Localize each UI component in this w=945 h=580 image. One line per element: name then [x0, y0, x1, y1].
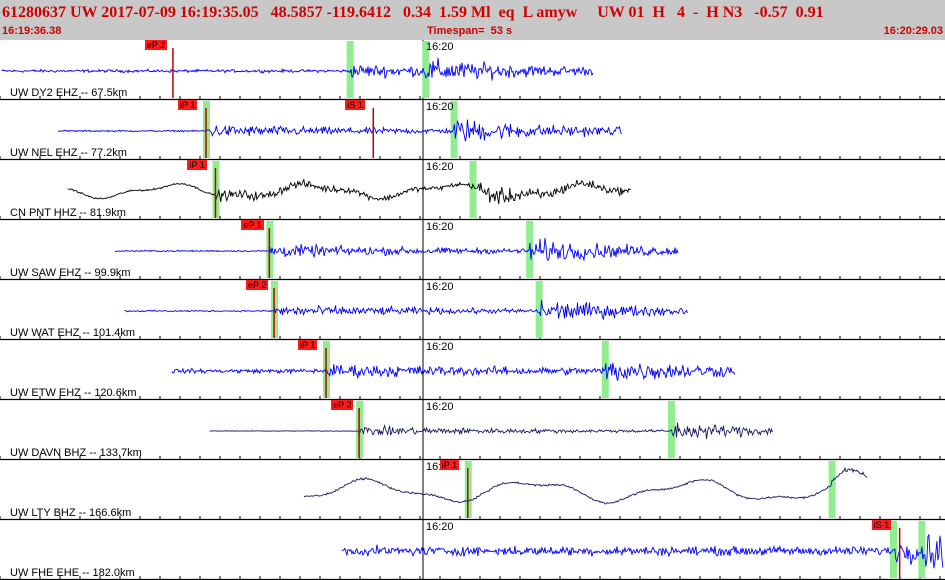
channel-label: UW FHE EHE -- 182.0km [10, 567, 135, 579]
waveform-trace [58, 119, 622, 142]
waveform-trace [67, 178, 631, 205]
channel-label: UW ETW EHZ -- 120.6km [10, 387, 137, 399]
minute-label: 16:20 [426, 101, 454, 113]
channel-label: UW NEL EHZ -- 77.2km [10, 147, 127, 159]
start-time: 16:19:36.38 [2, 25, 62, 37]
minute-label: 16:20 [426, 401, 454, 413]
phase-pick-flag[interactable]: iP 1 [187, 160, 207, 170]
phase-pick-flag[interactable]: eP 1 [241, 220, 264, 230]
phase-window [469, 161, 477, 218]
phase-pick-flag[interactable]: iP 1 [178, 100, 198, 110]
waveform-trace [114, 238, 679, 262]
waveform-trace [124, 300, 688, 321]
seismogram-panel[interactable]: UW DY2 EHZ -- 67.5km 16:20 eP 2 UW NEL EHZ … [0, 40, 945, 580]
channel-label: UW DY2 EHZ -- 67.5km [10, 87, 128, 99]
waveform-trace [303, 466, 868, 505]
event-summary-line: 61280637 UW 2017-07-09 16:19:35.05 48.58… [2, 4, 824, 21]
waveform-trace [171, 362, 736, 381]
phase-window [535, 281, 543, 338]
phase-pick-flag[interactable]: eP 2 [331, 400, 354, 410]
channel-label: CN PNT HHZ -- 81.9km [10, 207, 126, 219]
phase-pick-flag[interactable]: iS 1 [345, 100, 365, 110]
phase-pick-flag[interactable]: iP 1 [439, 460, 460, 470]
waveform-trace [209, 422, 773, 439]
waveform-trace [341, 534, 944, 569]
phase-pick-flag[interactable]: eP 2 [144, 40, 168, 50]
phase-pick-flag[interactable]: iP 1 [298, 340, 318, 350]
minute-label: 16:20 [426, 221, 454, 233]
phase-window [346, 41, 354, 98]
phase-window [828, 461, 836, 518]
channel-label: UW SAW EHZ -- 99.9km [10, 267, 131, 279]
phase-window [422, 41, 430, 98]
phase-pick-flag[interactable]: eP 2 [246, 280, 269, 290]
minute-label: 16:20 [426, 281, 454, 293]
channel-label: UW DAVN BHZ -- 133.7km [10, 447, 142, 459]
trace-canvas [0, 40, 945, 580]
channel-label: UW WAT EHZ -- 101.4km [10, 327, 136, 339]
phase-window [450, 101, 458, 158]
channel-label: UW LTY BHZ -- 166.6km [10, 507, 132, 519]
waveform-trace [1, 57, 594, 81]
phase-window [526, 221, 534, 278]
minute-label: 16:20 [426, 161, 454, 173]
minute-label: 16:20 [426, 341, 454, 353]
timespan-label: Timespan= 53 s [427, 25, 513, 37]
end-time: 16:20:29.03 [883, 25, 943, 37]
minute-label: 16:20 [426, 41, 454, 53]
minute-label: 16:20 [426, 521, 454, 533]
event-header: 61280637 UW 2017-07-09 16:19:35.05 48.58… [0, 0, 945, 40]
phase-pick-flag[interactable]: iS 1 [871, 520, 892, 530]
